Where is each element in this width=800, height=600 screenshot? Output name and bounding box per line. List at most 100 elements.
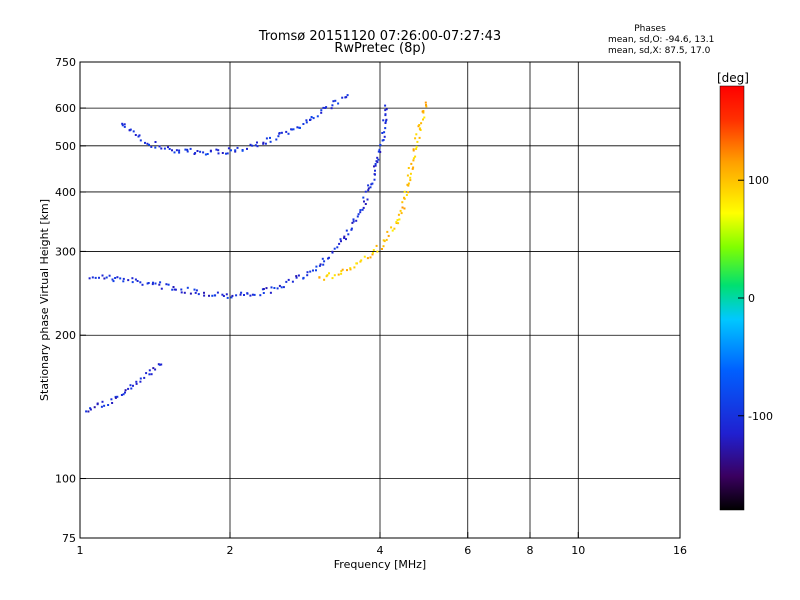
data-point	[158, 145, 161, 148]
data-point	[331, 277, 334, 280]
data-point	[154, 146, 157, 149]
data-point	[419, 127, 422, 130]
data-point	[338, 242, 341, 245]
data-point	[234, 149, 237, 152]
data-point	[331, 250, 334, 253]
data-point	[369, 256, 372, 259]
y-tick-label: 750	[55, 56, 76, 69]
x-tick-label: 4	[377, 544, 384, 557]
data-point	[415, 148, 418, 150]
data-point	[403, 196, 405, 199]
data-point	[137, 135, 140, 138]
data-point	[321, 257, 324, 260]
data-point	[406, 183, 409, 186]
data-point	[322, 106, 325, 109]
data-point	[256, 141, 258, 144]
data-point	[373, 178, 376, 181]
data-point	[312, 269, 314, 272]
data-point	[249, 143, 252, 146]
data-point	[367, 187, 370, 190]
data-point	[236, 146, 239, 149]
data-point	[420, 122, 423, 125]
data-point	[383, 131, 386, 134]
data-point	[121, 122, 124, 125]
data-point	[412, 166, 415, 169]
data-point	[231, 294, 234, 297]
data-point	[254, 144, 257, 147]
data-point	[246, 147, 248, 150]
data-point	[203, 291, 205, 294]
data-point	[127, 279, 130, 282]
data-point	[407, 167, 410, 169]
data-point	[349, 268, 352, 271]
data-point	[379, 151, 382, 153]
data-point	[412, 157, 415, 160]
colorbar-tick-label: 0	[748, 292, 755, 305]
data-point	[398, 218, 401, 221]
data-point	[203, 294, 206, 297]
data-point	[98, 276, 100, 279]
data-point	[323, 278, 326, 281]
data-point	[360, 259, 363, 262]
data-point	[183, 291, 186, 294]
y-tick-label: 200	[55, 329, 76, 342]
data-point	[101, 274, 104, 277]
data-point	[363, 255, 366, 258]
data-point	[376, 250, 379, 253]
data-point	[157, 363, 160, 366]
data-point	[409, 172, 412, 175]
data-point	[396, 219, 399, 222]
data-point	[123, 123, 126, 126]
data-point	[103, 277, 106, 280]
data-point	[357, 213, 360, 216]
data-point	[146, 142, 149, 145]
data-point	[121, 124, 124, 127]
colorbar-tick-label: 100	[748, 174, 769, 187]
data-point	[152, 281, 154, 284]
data-point	[112, 280, 115, 283]
data-point	[193, 288, 196, 291]
data-point	[422, 118, 424, 121]
data-point	[256, 145, 259, 148]
data-point	[270, 286, 273, 289]
data-point	[320, 111, 323, 114]
data-point	[139, 139, 142, 142]
data-point	[194, 152, 197, 154]
data-point	[154, 368, 157, 371]
data-point	[221, 293, 224, 296]
data-point	[195, 289, 198, 292]
data-point	[374, 169, 376, 172]
data-point	[401, 206, 404, 209]
data-point	[129, 384, 132, 387]
data-point	[216, 291, 219, 294]
data-point	[341, 268, 344, 271]
data-point	[414, 137, 417, 140]
x-tick-label: 6	[464, 544, 471, 557]
data-point	[416, 140, 419, 143]
data-point	[160, 287, 163, 290]
data-point	[167, 283, 170, 286]
data-point	[369, 186, 372, 189]
data-point	[421, 110, 424, 113]
data-point	[319, 263, 322, 266]
data-point	[253, 293, 256, 296]
data-point	[251, 293, 254, 296]
data-point	[312, 117, 315, 120]
data-point	[352, 218, 355, 221]
data-point	[384, 104, 387, 107]
data-point	[100, 405, 103, 408]
data-point	[276, 287, 279, 290]
data-point	[337, 102, 340, 105]
data-point	[424, 101, 427, 104]
data-point	[356, 215, 359, 218]
data-point	[139, 281, 142, 284]
info-title: Phases	[634, 24, 666, 34]
data-point	[202, 151, 205, 154]
data-point	[209, 149, 212, 152]
data-point	[243, 294, 245, 296]
data-point	[165, 283, 168, 286]
data-point	[400, 212, 403, 215]
data-point	[292, 128, 295, 131]
y-tick-label: 400	[55, 186, 76, 199]
data-point	[278, 284, 281, 287]
